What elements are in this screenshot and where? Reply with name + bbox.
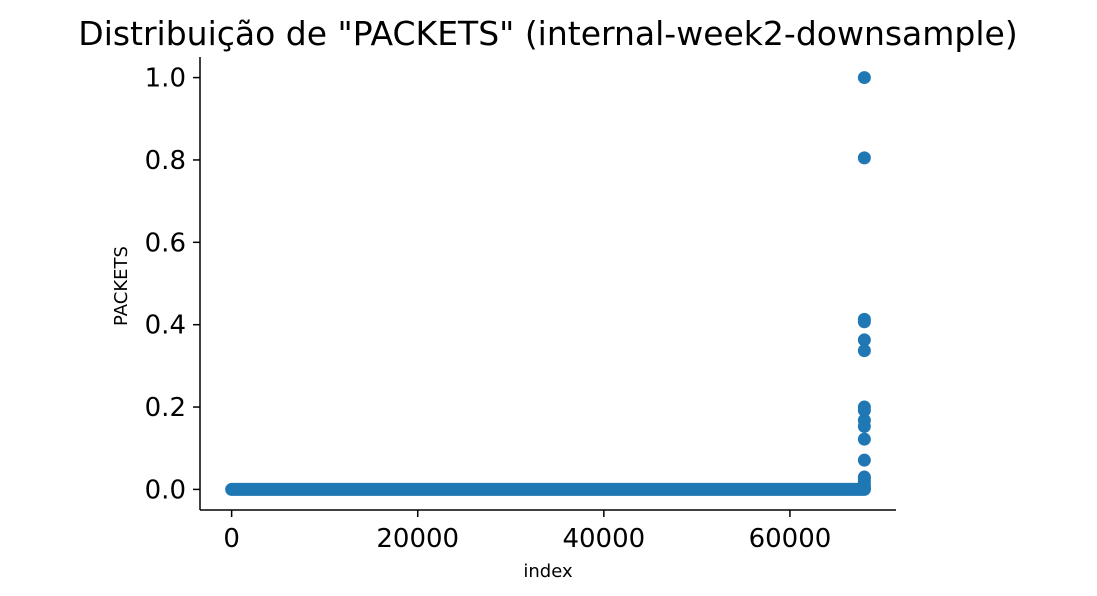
plot-area <box>225 71 871 496</box>
x-tick-label: 60000 <box>749 524 832 554</box>
y-tick-label: 1.0 <box>145 64 186 94</box>
y-tick-label: 0.8 <box>145 146 186 176</box>
data-point <box>857 419 871 433</box>
y-tick-label: 0.2 <box>145 393 186 423</box>
x-tick-label: 0 <box>223 524 240 554</box>
data-point <box>857 71 871 85</box>
data-point <box>857 403 871 417</box>
y-axis-label: PACKETS <box>111 246 132 326</box>
x-axis-label: index <box>523 561 573 582</box>
data-point <box>857 482 871 496</box>
y-tick-label: 0.4 <box>145 311 186 341</box>
data-point <box>857 453 871 467</box>
data-point <box>857 315 871 329</box>
axes-spines <box>199 57 896 511</box>
data-point <box>857 333 871 347</box>
x-tick-label: 20000 <box>376 524 459 554</box>
chart-title: Distribuição de "PACKETS" (internal-week… <box>78 14 1017 53</box>
data-point <box>857 151 871 165</box>
y-tick-label: 0.0 <box>145 475 186 505</box>
x-tick-label: 40000 <box>562 524 645 554</box>
y-tick-label: 0.6 <box>145 228 186 258</box>
x-ticks: 0 20000 40000 60000 <box>223 510 831 554</box>
data-point <box>857 344 871 358</box>
baseline-points <box>225 482 871 496</box>
y-ticks: 0.0 0.2 0.4 0.6 0.8 1.0 <box>145 64 200 505</box>
data-point <box>857 432 871 446</box>
